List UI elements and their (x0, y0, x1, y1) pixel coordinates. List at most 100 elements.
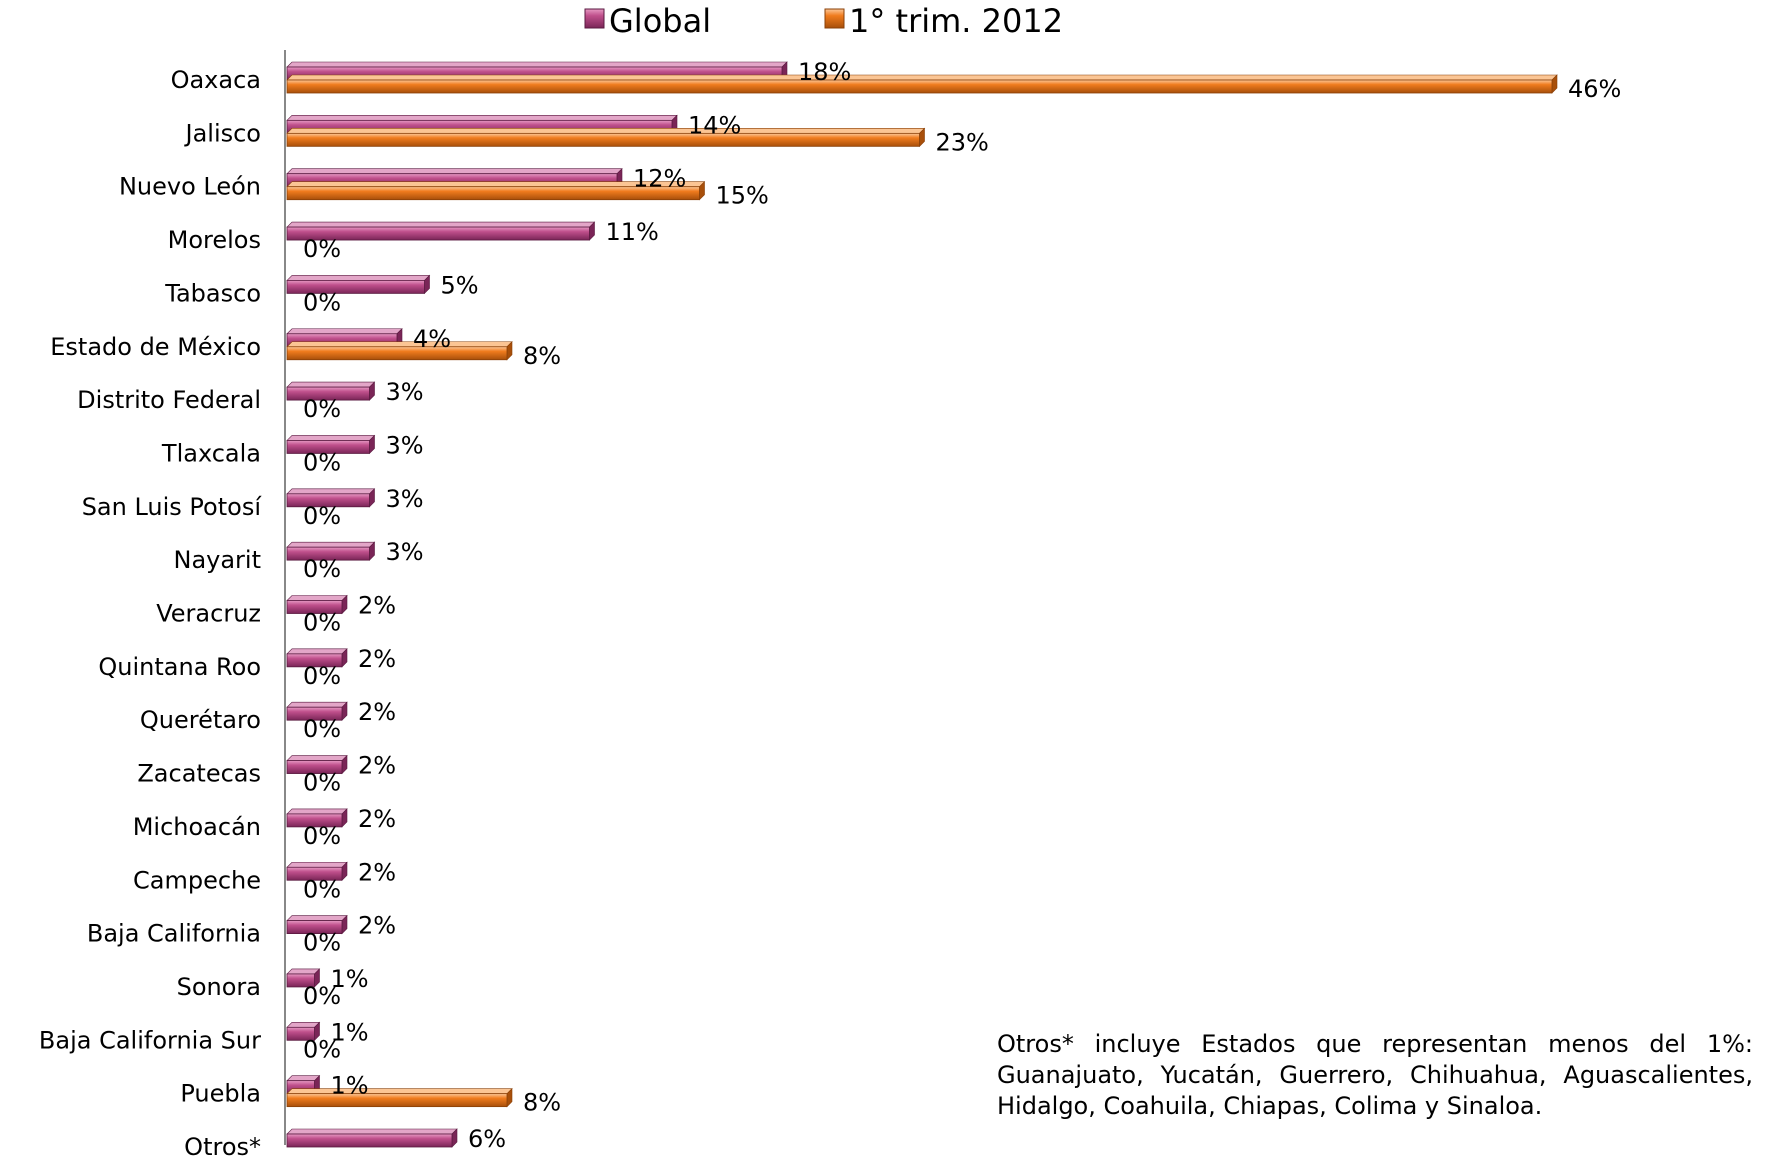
value-labels: 18% 46% 14% 23% 12% 15% 11% 0% 5% 0% 4% 8% 3% 0% 3% 0% 3… (303, 58, 1621, 1153)
bar-front-face (286, 1133, 453, 1148)
value-label-1-trim-2012: 8% (523, 342, 561, 370)
bar-global (286, 274, 431, 295)
bar-front-face (286, 186, 700, 201)
value-label-global: 4% (413, 325, 451, 353)
value-label-global: 2% (358, 645, 396, 673)
bar-global (286, 541, 376, 561)
bar-global (286, 381, 376, 401)
value-label-global: 2% (358, 592, 396, 620)
value-label-1-trim-2012: 0% (303, 502, 341, 530)
value-label-global: 3% (386, 378, 424, 406)
value-label-global: 12% (633, 165, 686, 193)
bar-top-face (286, 488, 376, 495)
bar-top-face (286, 861, 348, 868)
value-label-global: 2% (358, 805, 396, 833)
category-label: Morelos (168, 226, 261, 254)
bar-front-face (286, 386, 370, 401)
value-label-global: 1% (331, 1072, 369, 1100)
bar-1-trim-2012 (286, 341, 513, 361)
bar-top-face (286, 1075, 321, 1081)
category-label: Nayarit (173, 546, 261, 574)
value-label-global: 14% (688, 111, 741, 139)
value-label-1-trim-2012: 0% (303, 609, 341, 637)
legend-swatch-global (584, 8, 605, 29)
legend: Global 1° trim. 2012 (584, 2, 1063, 40)
category-labels: Oaxaca Jalisco Nuevo León Morelos Tabasco Est… (39, 66, 262, 1161)
bar-global (286, 968, 321, 988)
bar-top-face (286, 1128, 458, 1135)
category-label: Jalisco (183, 119, 261, 147)
bar-front-face (286, 760, 343, 774)
category-label: Nuevo León (119, 173, 261, 201)
bar-top-face (286, 381, 376, 388)
category-label: Baja California (87, 920, 261, 948)
bar-1-trim-2012 (286, 74, 1558, 94)
value-label-1-trim-2012: 15% (716, 182, 769, 210)
category-label: Sonora (177, 973, 261, 1001)
bar-top-face (286, 595, 348, 601)
bar-global (286, 701, 348, 721)
value-label-1-trim-2012: 0% (303, 1035, 341, 1063)
bar-top-face (286, 541, 376, 548)
value-label-global: 1% (331, 1018, 369, 1046)
bar-front-face (286, 493, 370, 508)
category-label: Querétaro (140, 706, 261, 734)
bar-top-face (286, 915, 348, 921)
value-label-1-trim-2012: 0% (303, 769, 341, 797)
bar-front-face (286, 346, 508, 361)
value-label-1-trim-2012: 23% (936, 128, 989, 156)
footnote: Otros* incluye Estados que representan m… (997, 1030, 1753, 1120)
bar-top-face (286, 808, 348, 815)
bar-front-face (286, 813, 343, 828)
value-label-1-trim-2012: 46% (1568, 75, 1621, 103)
bar-front-face (286, 546, 370, 561)
category-label: Quintana Roo (98, 653, 261, 681)
bar-global (286, 488, 376, 508)
bar-1-trim-2012 (286, 180, 706, 201)
bar-global (286, 808, 348, 828)
bar-front-face (286, 866, 343, 881)
category-label: Baja California Sur (39, 1026, 261, 1054)
bar-global (286, 754, 348, 775)
value-label-1-trim-2012: 0% (303, 929, 341, 957)
bar-front-face (286, 132, 920, 147)
category-label: Distrito Federal (77, 386, 261, 414)
bar-global (286, 434, 376, 455)
category-label: Zacatecas (137, 760, 261, 788)
value-label-global: 2% (358, 752, 396, 780)
value-label-global: 1% (331, 965, 369, 993)
value-label-1-trim-2012: 8% (523, 1089, 561, 1117)
category-label: Veracruz (156, 600, 261, 628)
bar-top-face (286, 341, 513, 348)
value-label-global: 3% (386, 431, 424, 459)
category-label: Oaxaca (171, 66, 261, 94)
value-label-1-trim-2012: 0% (303, 715, 341, 743)
bar-front-face (286, 600, 343, 614)
value-label-1-trim-2012: 0% (303, 288, 341, 316)
bar-1-trim-2012 (286, 127, 926, 148)
bar-front-face (286, 79, 1553, 94)
bar-front-face (286, 920, 343, 934)
bar-global (286, 861, 348, 881)
bar-front-face (286, 1026, 315, 1041)
category-label: Estado de México (50, 333, 261, 361)
legend-item-global: Global (584, 2, 711, 40)
legend-label-1-trim-2012: 1° trim. 2012 (849, 2, 1063, 40)
legend-item-1-trim-2012: 1° trim. 2012 (824, 2, 1063, 40)
bar-global (286, 1128, 458, 1148)
bar-global (286, 221, 596, 241)
bar-top-face (286, 275, 431, 281)
value-label-global: 2% (358, 858, 396, 886)
value-label-global: 2% (358, 912, 396, 940)
value-label-global: 6% (468, 1125, 506, 1153)
value-label-1-trim-2012: 0% (303, 875, 341, 903)
bar-top-face (286, 1021, 321, 1028)
bar-top-face (286, 648, 348, 655)
category-label: Otros* (184, 1133, 261, 1161)
value-label-1-trim-2012: 0% (303, 555, 341, 583)
value-label-1-trim-2012: 0% (303, 448, 341, 476)
bar-1-trim-2012 (286, 1087, 513, 1108)
value-label-1-trim-2012: 0% (303, 982, 341, 1010)
value-label-global: 3% (386, 538, 424, 566)
